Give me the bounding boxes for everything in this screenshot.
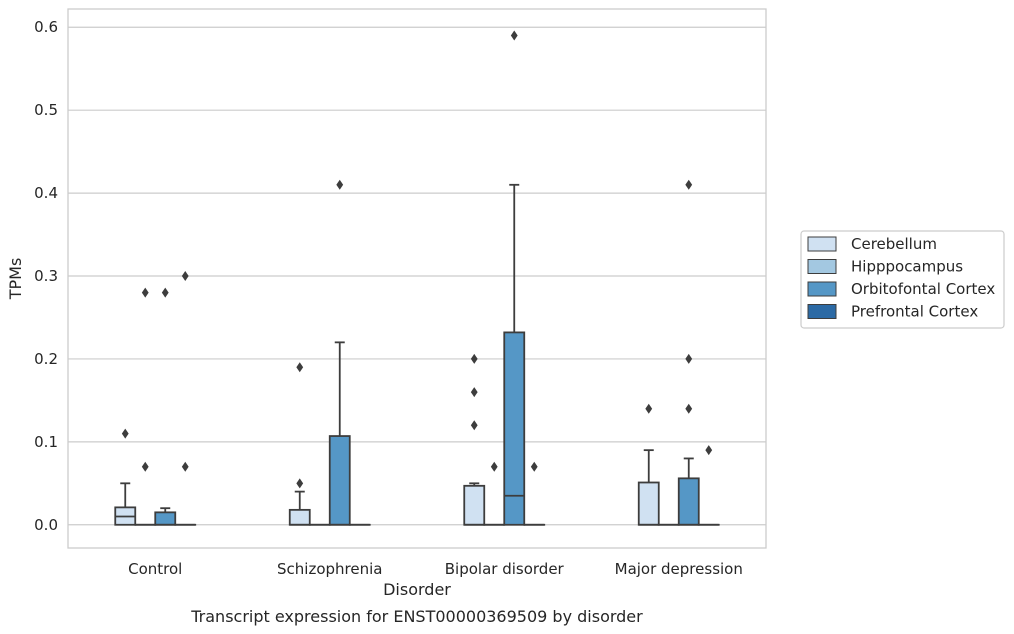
y-tick-label: 0.1 xyxy=(34,433,58,451)
box xyxy=(503,30,526,526)
y-axis-label: TPMs xyxy=(6,258,25,301)
legend-label: Cerebellum xyxy=(851,235,937,253)
box-body xyxy=(637,481,660,526)
box xyxy=(114,428,137,526)
legend-frame xyxy=(800,230,1005,329)
box xyxy=(697,445,720,526)
x-tick-label: Schizophrenia xyxy=(277,560,382,578)
legend-swatch xyxy=(807,236,837,252)
chart-caption: Transcript expression for ENST0000036950… xyxy=(190,607,643,626)
outlier-point xyxy=(685,353,693,364)
outlier-point xyxy=(181,461,189,472)
outlier-point xyxy=(510,30,518,41)
outlier-point xyxy=(296,478,304,489)
outlier-point xyxy=(181,271,189,282)
legend-label: Orbitofontal Cortex xyxy=(851,280,995,298)
box xyxy=(523,461,546,526)
box-body xyxy=(463,484,486,526)
outlier-point xyxy=(470,420,478,431)
y-tick-label: 0.2 xyxy=(34,350,58,368)
outlier-point xyxy=(336,179,344,190)
outlier-point xyxy=(530,461,538,472)
outlier-point xyxy=(470,353,478,364)
outlier-point xyxy=(645,403,653,414)
y-tick-label: 0.3 xyxy=(34,267,58,285)
box xyxy=(288,362,311,526)
y-tick-label: 0.5 xyxy=(34,101,58,119)
y-tick-label: 0.4 xyxy=(34,184,58,202)
legend-label: Prefrontal Cortex xyxy=(851,303,978,321)
outlier-point xyxy=(121,428,129,439)
outlier-point xyxy=(161,287,169,298)
outlier-point xyxy=(685,403,693,414)
x-tick-label: Bipolar disorder xyxy=(445,560,565,578)
outlier-point xyxy=(141,287,149,298)
box xyxy=(154,287,177,526)
outlier-point xyxy=(685,179,693,190)
box xyxy=(677,179,700,526)
outlier-point xyxy=(141,461,149,472)
outlier-point xyxy=(296,362,304,373)
legend-swatch xyxy=(807,304,837,319)
outlier-point xyxy=(490,461,498,472)
box-body xyxy=(503,331,526,526)
x-tick-label: Control xyxy=(128,560,182,578)
box xyxy=(483,461,506,526)
legend-label: Hipppocampus xyxy=(851,258,963,276)
legend-swatch xyxy=(807,259,837,274)
box xyxy=(134,287,157,526)
legend: Cerebellum Hipppocampus Orbitofontal Corte… xyxy=(800,230,1005,329)
box-body xyxy=(677,477,700,526)
box xyxy=(328,179,351,526)
box xyxy=(174,271,197,526)
x-axis-label: Disorder xyxy=(383,580,451,599)
x-axis-ticks: Control Schizophrenia Bipolar disorder Majo… xyxy=(128,560,743,578)
x-tick-label: Major depression xyxy=(615,560,743,578)
box xyxy=(637,403,660,526)
gridlines xyxy=(68,26,766,526)
box-body xyxy=(328,435,351,526)
y-axis-ticks: 0.0 0.1 0.2 0.3 0.4 0.5 0.6 xyxy=(34,18,58,534)
outlier-point xyxy=(705,445,713,456)
legend-swatch xyxy=(807,281,837,297)
plot-frame xyxy=(67,8,767,549)
y-tick-label: 0.0 xyxy=(34,516,58,534)
outlier-point xyxy=(470,387,478,398)
box-plots xyxy=(114,30,720,526)
box-body xyxy=(288,508,311,526)
box xyxy=(463,353,486,526)
box-body xyxy=(154,511,177,526)
y-tick-label: 0.6 xyxy=(34,18,58,36)
